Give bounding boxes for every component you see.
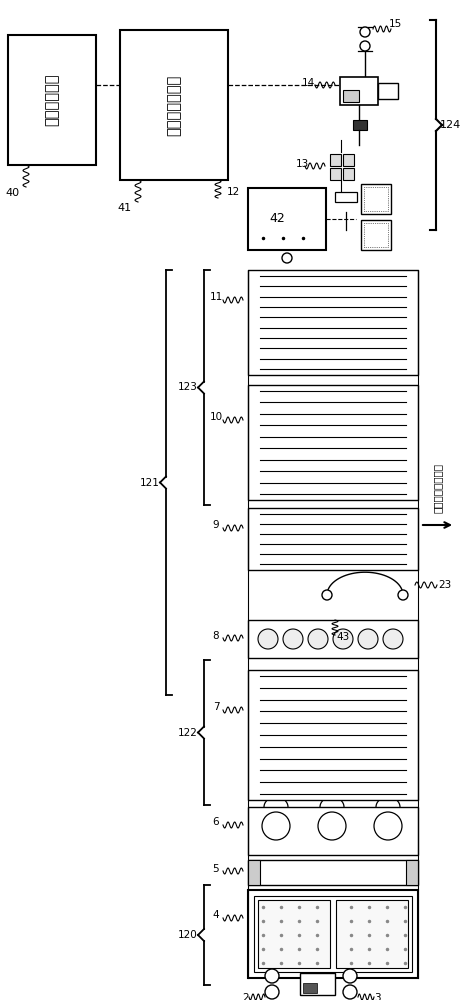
Text: 10: 10 (209, 412, 222, 422)
Bar (342, 168, 353, 180)
Text: 23: 23 (437, 580, 451, 590)
Bar (299, 973, 334, 995)
Circle shape (282, 629, 302, 649)
Circle shape (317, 812, 345, 840)
Circle shape (265, 969, 278, 983)
Bar (342, 90, 358, 102)
Bar (405, 860, 417, 885)
Text: 122: 122 (178, 728, 198, 738)
Text: 6: 6 (212, 817, 219, 827)
Bar (248, 807, 417, 855)
Circle shape (397, 590, 407, 600)
Bar (248, 670, 417, 800)
Text: 13: 13 (295, 159, 308, 169)
Bar (8, 35, 96, 165)
Text: 9: 9 (212, 520, 219, 530)
Bar (248, 385, 417, 500)
Bar (248, 188, 325, 250)
Bar (329, 154, 340, 166)
Text: 14: 14 (301, 78, 314, 88)
Circle shape (321, 590, 331, 600)
Text: 42: 42 (268, 213, 284, 226)
Circle shape (307, 629, 327, 649)
Circle shape (382, 629, 402, 649)
Bar (363, 223, 387, 247)
Bar (120, 30, 228, 180)
Text: 41: 41 (118, 203, 132, 213)
Circle shape (342, 969, 356, 983)
Text: 121: 121 (140, 478, 159, 488)
Text: 3: 3 (373, 993, 379, 1000)
Circle shape (261, 812, 289, 840)
Text: 124: 124 (438, 120, 460, 130)
Text: 15: 15 (387, 19, 401, 29)
Bar (363, 187, 387, 211)
Circle shape (357, 629, 377, 649)
Text: 4: 4 (212, 910, 219, 920)
Circle shape (359, 41, 369, 51)
Circle shape (332, 629, 352, 649)
Bar (248, 860, 259, 885)
Bar (352, 120, 366, 130)
Bar (302, 983, 317, 993)
Text: 控制用计算机: 控制用计算机 (44, 74, 60, 126)
Bar (248, 270, 417, 375)
Circle shape (373, 812, 401, 840)
Text: 金属带的行进方向: 金属带的行进方向 (432, 463, 442, 513)
Bar (248, 620, 417, 658)
Text: 翘曲形状确定部: 翘曲形状确定部 (166, 74, 181, 136)
Bar (335, 900, 407, 968)
Text: 7: 7 (212, 702, 219, 712)
Text: 40: 40 (6, 188, 20, 198)
Bar (248, 860, 417, 885)
Text: 8: 8 (212, 631, 219, 641)
Bar (339, 77, 377, 105)
Bar (377, 83, 397, 99)
Text: 12: 12 (226, 187, 239, 197)
Text: 123: 123 (178, 382, 198, 392)
Bar (360, 220, 390, 250)
Circle shape (342, 985, 356, 999)
Circle shape (359, 27, 369, 37)
Text: 120: 120 (178, 930, 198, 940)
Bar (342, 154, 353, 166)
Circle shape (281, 253, 291, 263)
Bar (258, 900, 329, 968)
Bar (329, 168, 340, 180)
Bar (248, 508, 417, 570)
Text: 11: 11 (209, 292, 222, 302)
Text: 2: 2 (242, 993, 249, 1000)
Bar (253, 896, 411, 972)
Bar (360, 184, 390, 214)
Text: 5: 5 (212, 864, 219, 874)
Bar (248, 890, 417, 978)
Circle shape (265, 985, 278, 999)
Bar (334, 192, 356, 202)
Circle shape (258, 629, 278, 649)
Text: 43: 43 (336, 632, 349, 642)
